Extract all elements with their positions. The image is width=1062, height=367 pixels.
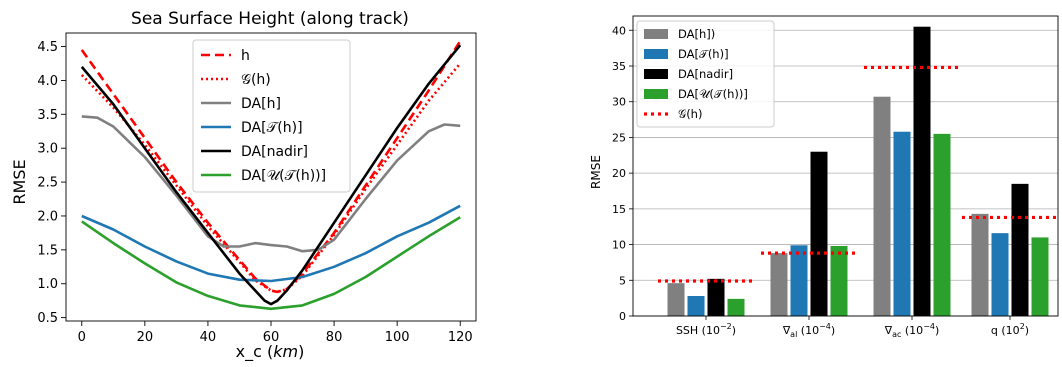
x-tick-label: 0 — [78, 330, 86, 345]
legend-label: DA[𝒰(𝒯(h))] — [678, 87, 748, 101]
legend-label: DA[𝒰(𝒯(h))] — [241, 168, 326, 184]
x-axis-label-close: ) — [298, 342, 304, 361]
legend-swatch — [644, 89, 668, 99]
x-axis-label-text: x_c ( — [236, 342, 274, 362]
x-axis-label: x_c (km) — [236, 342, 305, 362]
bar — [1031, 237, 1049, 316]
series-line — [81, 216, 461, 311]
y-tick-label: 2.5 — [37, 176, 58, 191]
bar — [933, 133, 951, 316]
chart-title: Sea Surface Height (along track) — [131, 9, 409, 29]
x-tick-label: 40 — [200, 330, 217, 345]
legend-label: DA[𝒯(h)] — [678, 47, 729, 61]
x-tick-label: 100 — [385, 330, 410, 345]
y-tick-label: 15 — [612, 203, 626, 216]
y-tick-label: 4.5 — [37, 40, 58, 55]
bar — [707, 278, 725, 316]
bar — [727, 298, 745, 316]
y-tick-label: 10 — [612, 239, 626, 252]
line-chart: Sea Surface Height (along track) RMSE x_… — [10, 9, 477, 362]
plot-area: 0 5 10 15 20 25 30 35 40 SSH (10−2) ∇al (10−4) ∇ac … — [612, 15, 1059, 339]
series-line — [80, 44, 462, 306]
plot-area: 0 20 40 60 80 100 120 0.5 1.0 1.5 2.0 2.5 3.0 3.5 4.0 4… — [37, 32, 477, 345]
y-axis-label: RMSE — [589, 155, 603, 189]
y-tick-label: 0 — [619, 310, 626, 323]
x-tick-label: ∇al (10−4) — [782, 322, 835, 339]
legend-label: DA[h] — [241, 96, 281, 112]
legend-label: DA[nadir] — [241, 144, 308, 160]
y-tick-label: 0.5 — [37, 311, 58, 326]
legend: h 𝒢(h) DA[h] DA[𝒯(h)] DA[nadir] DA[𝒰(𝒯(h))] — [192, 39, 351, 193]
legend-label: DA[𝒯(h)] — [241, 120, 303, 136]
y-tick-label: 40 — [612, 24, 626, 37]
x-tick-label: SSH (10−2) — [676, 322, 736, 337]
legend-box — [192, 39, 351, 193]
x-tick-label: 60 — [263, 330, 280, 345]
bar-chart: RMSE 0 5 10 15 20 25 30 35 40 SSH (10−2) ∇al (10−4… — [589, 15, 1059, 339]
bar — [667, 283, 685, 316]
bar — [687, 296, 705, 316]
series-line — [81, 204, 461, 283]
y-tick-label: 35 — [612, 60, 626, 73]
bar — [790, 245, 808, 316]
bar — [873, 96, 891, 316]
y-axis-label: RMSE — [10, 159, 29, 204]
series-line — [80, 62, 462, 294]
y-tick-label: 25 — [612, 131, 626, 144]
x-tick-label: 20 — [137, 330, 154, 345]
axes-frame — [632, 15, 1059, 317]
legend-box — [636, 20, 775, 128]
y-tick-label: 1.5 — [37, 243, 58, 258]
x-tick-label: ∇ac (10−4) — [884, 322, 940, 339]
bar — [1011, 183, 1029, 316]
bar — [971, 213, 989, 316]
legend-label: DA[nadir] — [678, 67, 733, 81]
legend-label: DA[h]) — [678, 27, 715, 41]
x-tick-label: q (102) — [991, 322, 1029, 337]
x-axis-label-unit: km — [273, 342, 298, 361]
legend-swatch — [644, 49, 668, 59]
x-tick-label: 80 — [326, 330, 343, 345]
y-tick-label: 1.0 — [37, 277, 58, 292]
legend: DA[h]) DA[𝒯(h)] DA[nadir] DA[𝒰(𝒯(h))] 𝒢(h) — [636, 20, 775, 128]
legend-label: h — [241, 48, 250, 64]
legend-swatch — [644, 69, 668, 79]
y-tick-label: 3.0 — [37, 142, 58, 157]
bar — [913, 26, 931, 316]
series-line — [80, 40, 462, 294]
y-tick-label: 20 — [612, 167, 626, 180]
bar — [810, 151, 828, 316]
series-line — [81, 115, 461, 253]
bar — [830, 246, 848, 316]
y-tick-label: 3.5 — [37, 108, 58, 123]
bar — [770, 253, 788, 316]
y-tick-label: 5 — [619, 274, 626, 287]
legend-label: 𝒢(h) — [678, 107, 702, 121]
x-tick-label: 120 — [448, 330, 473, 345]
bar — [991, 233, 1009, 316]
legend-swatch — [644, 29, 668, 39]
legend-label: 𝒢(h) — [241, 72, 271, 88]
y-tick-label: 4.0 — [37, 74, 58, 89]
y-tick-label: 30 — [612, 96, 626, 109]
y-tick-label: 2.0 — [37, 209, 58, 224]
bar — [893, 131, 911, 316]
